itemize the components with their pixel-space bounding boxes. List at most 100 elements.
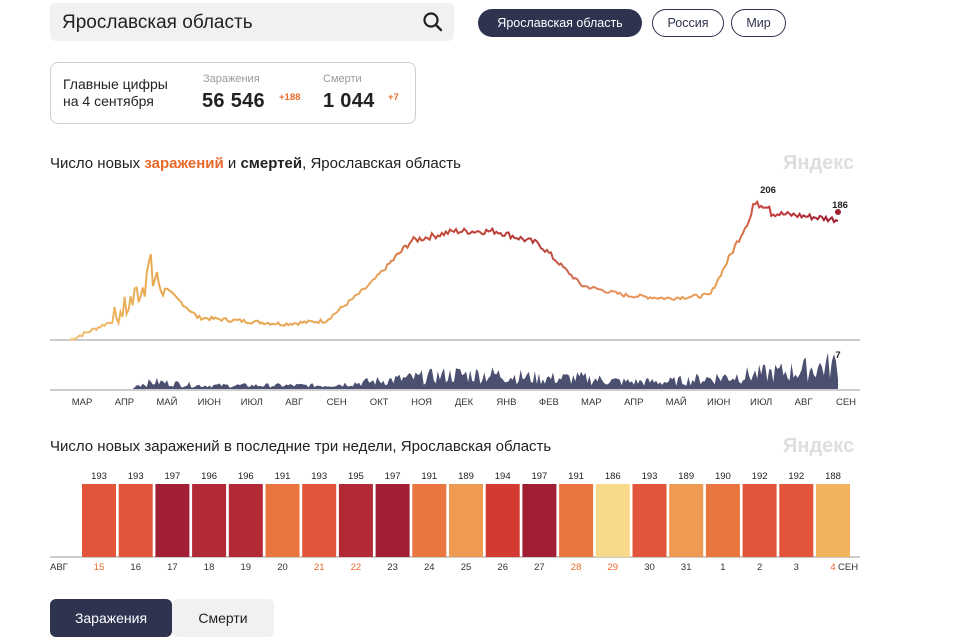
bar-value-label: 196 <box>201 471 217 482</box>
bar-value-label: 190 <box>715 471 731 482</box>
day-bar[interactable] <box>375 484 410 557</box>
chart2-start-month: АВГ <box>50 562 68 573</box>
chart1-x-axis: МАР АПР МАЙ ИЮН ИЮЛ АВГ СЕН ОКТ НОЯ ДЕК ЯНВ ФЕВ МАР А… <box>72 396 856 408</box>
month-tick-label: АВГ <box>285 397 303 408</box>
bar-value-label: 194 <box>495 471 511 482</box>
month-tick-label: ЯНВ <box>496 397 516 408</box>
day-tick-label: 28 <box>571 562 582 573</box>
day-bar[interactable] <box>338 484 373 557</box>
month-tick-label: ДЕК <box>455 397 474 408</box>
month-tick-label: АПР <box>624 397 643 408</box>
infections-series-line <box>69 199 839 341</box>
summary-card: Главные цифры на 4 сентября Заражения 56… <box>50 62 416 124</box>
month-tick-label: ОКТ <box>370 397 389 408</box>
day-tick-label: 20 <box>277 562 288 573</box>
day-bar[interactable] <box>779 484 814 557</box>
month-tick-label: АВГ <box>795 397 813 408</box>
chart1-title: Число новых заражений и смертей, Ярослав… <box>50 155 461 172</box>
day-bar[interactable] <box>632 484 667 557</box>
month-tick-label: МАЙ <box>156 396 177 408</box>
deaths-series-area <box>70 352 838 389</box>
month-tick-label: ИЮН <box>707 397 730 408</box>
bar-value-label: 197 <box>164 471 180 482</box>
chart2-watermark-logo: Яндекс <box>783 435 855 457</box>
peak-data-label: 206 <box>760 185 776 196</box>
infections-delta: +188 <box>279 92 301 103</box>
day-tick-label: 27 <box>534 562 545 573</box>
month-tick-label: МАР <box>581 397 602 408</box>
tab-infections[interactable]: Заражения <box>50 599 172 637</box>
day-bar[interactable] <box>485 484 520 557</box>
month-tick-label: СЕН <box>836 397 856 408</box>
day-tick-label: 31 <box>681 562 692 573</box>
last-data-label: 186 <box>832 200 848 211</box>
day-tick-label: 30 <box>644 562 655 573</box>
region-pill-world[interactable]: Мир <box>731 9 786 37</box>
chart1-title-mid: и <box>223 155 241 172</box>
chart2-end-month: СЕН <box>838 562 858 573</box>
deaths-value: 1 044 <box>323 90 375 112</box>
deaths-delta: +7 <box>388 92 399 103</box>
region-pill-yaroslavl[interactable]: Ярославская область <box>478 9 642 37</box>
bar-value-label: 189 <box>678 471 694 482</box>
day-bar[interactable] <box>595 484 630 557</box>
bar-value-label: 193 <box>128 471 144 482</box>
day-bar[interactable] <box>302 484 337 557</box>
bar-value-label: 192 <box>752 471 768 482</box>
day-tick-label: 2 <box>757 562 762 573</box>
day-tick-label: 3 <box>794 562 799 573</box>
bar-value-label: 197 <box>385 471 401 482</box>
chart1-title-deaths: смертей <box>240 155 303 172</box>
summary-title-line1: Главные цифры <box>63 76 168 92</box>
day-bar[interactable] <box>412 484 447 557</box>
search-input[interactable] <box>62 12 402 34</box>
day-bar[interactable] <box>449 484 483 557</box>
search-bar[interactable] <box>50 3 454 41</box>
day-bar[interactable] <box>816 484 850 557</box>
bar-value-label: 196 <box>238 471 254 482</box>
deaths-last-label: 7 <box>835 350 840 361</box>
day-bar[interactable] <box>742 484 777 557</box>
search-icon[interactable] <box>422 11 444 33</box>
day-tick-label: 15 <box>94 562 105 573</box>
month-tick-label: АПР <box>115 397 134 408</box>
month-tick-label: ИЮЛ <box>241 397 263 408</box>
day-tick-label: 18 <box>204 562 215 573</box>
day-bar[interactable] <box>192 484 227 557</box>
infections-value: 56 546 <box>202 90 265 112</box>
month-tick-label: НОЯ <box>411 397 432 408</box>
day-bar[interactable] <box>559 484 594 557</box>
tab-deaths[interactable]: Смерти <box>172 599 274 637</box>
day-bar[interactable] <box>522 484 557 557</box>
day-bar[interactable] <box>155 484 190 557</box>
chart2-bars: 1931519316197171961819619191201932119522… <box>82 471 850 573</box>
day-tick-label: 22 <box>351 562 362 573</box>
day-tick-label: 16 <box>130 562 141 573</box>
day-bar[interactable] <box>669 484 704 557</box>
day-bar[interactable] <box>705 484 740 557</box>
day-tick-label: 26 <box>497 562 508 573</box>
bar-value-label: 191 <box>421 471 437 482</box>
deaths-label: Смерти <box>323 73 362 85</box>
chart1-title-post: , Ярославская область <box>302 155 461 172</box>
chart1-title-pre: Число новых <box>50 155 145 172</box>
month-tick-label: ФЕВ <box>539 397 559 408</box>
day-bar[interactable] <box>118 484 153 557</box>
day-bar[interactable] <box>265 484 300 557</box>
bar-value-label: 193 <box>311 471 327 482</box>
bar-value-label: 197 <box>531 471 547 482</box>
infections-label: Заражения <box>203 73 260 85</box>
month-tick-label: МАЙ <box>666 396 687 408</box>
bar-value-label: 193 <box>642 471 658 482</box>
day-tick-label: 25 <box>461 562 472 573</box>
bar-value-label: 188 <box>825 471 841 482</box>
chart1-watermark-logo: Яндекс <box>783 152 855 174</box>
day-bar[interactable] <box>82 484 116 557</box>
day-bar[interactable] <box>228 484 263 557</box>
month-tick-label: ИЮН <box>198 397 221 408</box>
chart2-title: Число новых заражений в последние три не… <box>50 438 552 455</box>
bar-value-label: 193 <box>91 471 107 482</box>
region-pill-russia[interactable]: Россия <box>652 9 724 37</box>
